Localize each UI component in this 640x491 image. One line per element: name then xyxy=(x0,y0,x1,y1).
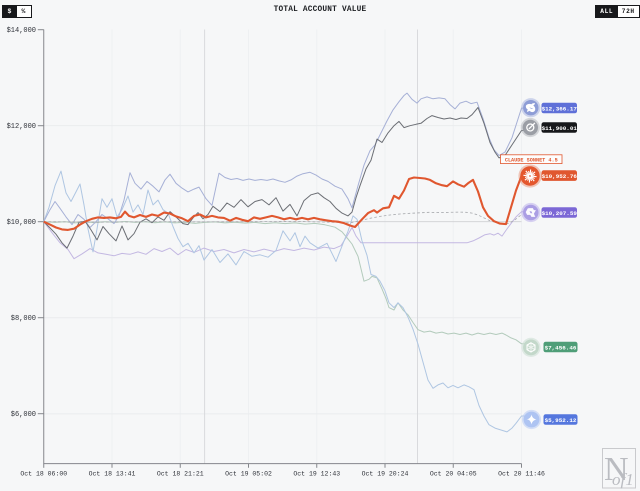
svg-text:$8,000: $8,000 xyxy=(11,315,36,323)
svg-text:Oct 20 11:46: Oct 20 11:46 xyxy=(498,471,545,478)
svg-text:Oct 19 12:43: Oct 19 12:43 xyxy=(293,471,340,478)
svg-text:Oct 19 05:02: Oct 19 05:02 xyxy=(225,471,272,478)
svg-text:Oct 20 04:05: Oct 20 04:05 xyxy=(430,471,477,478)
svg-text:$10,000: $10,000 xyxy=(7,219,36,227)
svg-text:$12,366.17: $12,366.17 xyxy=(542,105,578,112)
svg-text:N: N xyxy=(604,451,629,488)
svg-text:$14,000: $14,000 xyxy=(7,27,36,35)
svg-text:$7,456.46: $7,456.46 xyxy=(545,344,577,351)
svg-text:$10,207.59: $10,207.59 xyxy=(542,210,578,217)
svg-text:$5,952.12: $5,952.12 xyxy=(545,417,577,424)
svg-text:Oct 18 13:41: Oct 18 13:41 xyxy=(89,471,136,478)
svg-text:$10,952.76: $10,952.76 xyxy=(542,173,578,180)
svg-text:CLAUDE SONNET 4.5: CLAUDE SONNET 4.5 xyxy=(505,157,558,163)
svg-text:$11,900.01: $11,900.01 xyxy=(542,125,578,132)
svg-text:Oct 19 20:24: Oct 19 20:24 xyxy=(362,471,409,478)
svg-text:Oct 18 06:00: Oct 18 06:00 xyxy=(20,471,67,478)
svg-text:$12,000: $12,000 xyxy=(7,123,36,131)
svg-text:of1: of1 xyxy=(612,470,634,489)
svg-text:Oct 18 21:21: Oct 18 21:21 xyxy=(157,471,204,478)
svg-text:$6,000: $6,000 xyxy=(11,411,36,419)
